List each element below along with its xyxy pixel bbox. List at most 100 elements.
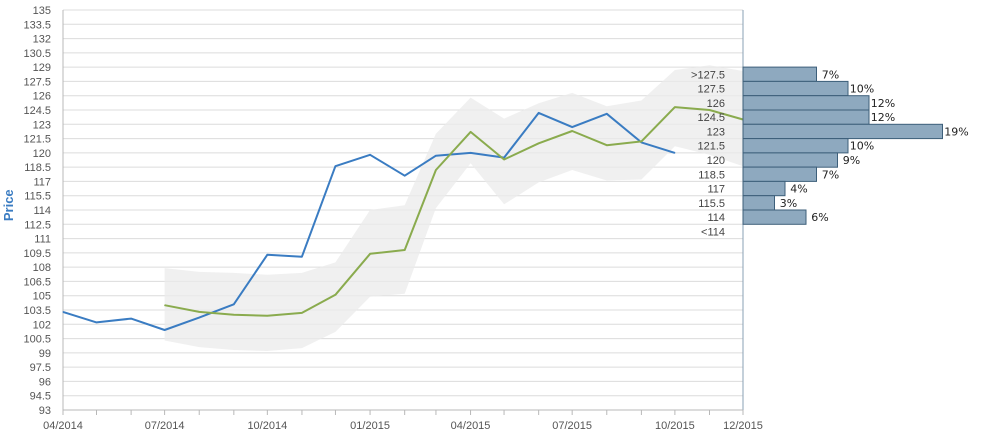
price-point: [233, 303, 235, 305]
price-point: [164, 329, 166, 331]
average-point: [369, 253, 371, 255]
average-point: [435, 169, 437, 171]
histogram-bar: [742, 180, 786, 197]
histogram-bar: [742, 109, 870, 125]
x-tick-label: 04/2015: [451, 420, 491, 432]
y-tick-label: 99: [39, 348, 51, 360]
y-tick-label: 103.5: [23, 305, 51, 317]
histogram-bin-label: 126: [707, 98, 725, 110]
average-point: [164, 304, 166, 306]
average-point: [334, 294, 336, 296]
price-point: [470, 152, 472, 154]
y-tick-label: 135: [33, 5, 51, 17]
average-point: [233, 314, 235, 316]
average-point: [503, 159, 505, 160]
forecast-band: [164, 65, 770, 351]
histogram-bar: [742, 80, 849, 97]
average-point: [640, 140, 642, 142]
histogram-pct-label: 12%: [871, 97, 895, 110]
histogram-bar: [742, 195, 775, 211]
x-tick-label: 10/2014: [247, 420, 287, 432]
x-tick-label: 10/2015: [655, 420, 695, 432]
price-point: [198, 317, 200, 319]
histogram-bin-label: 124.5: [697, 112, 725, 124]
y-tick-label: 105: [33, 291, 51, 303]
average-point: [301, 312, 303, 314]
histogram-bin-label: 123: [707, 126, 725, 138]
y-tick-label: 132: [33, 34, 51, 46]
y-tick-label: 120: [33, 148, 51, 160]
average-point: [470, 131, 472, 133]
histogram-pct-label: 19%: [944, 125, 968, 138]
x-tick-label: 04/2014: [43, 420, 83, 432]
price-point: [606, 113, 608, 115]
y-tick-label: 127.5: [23, 76, 51, 88]
price-point: [369, 154, 371, 156]
histogram-pct-label: 7%: [822, 168, 839, 181]
y-tick-label: 126: [33, 91, 51, 103]
histogram-bin-label: 127.5: [697, 84, 725, 96]
y-tick-label: 96: [39, 376, 51, 388]
y-tick-label: 97.5: [30, 362, 51, 374]
y-tick-label: 115.5: [24, 191, 51, 203]
histogram-pct-label: 9%: [843, 154, 860, 167]
y-tick-labels: 93 94.5 96 97.5 99 100.5 102 103.5 105 106.5 108 10…: [23, 5, 51, 417]
price-point: [301, 256, 303, 258]
x-tick-labels: 04/2014 07/2014 10/2014 01/2015 04/2015 07/20…: [43, 420, 763, 432]
price-point: [130, 318, 132, 320]
y-tick-label: 111: [34, 234, 51, 246]
y-tick-label: 133.5: [23, 19, 51, 31]
y-tick-label: 129: [33, 62, 51, 74]
price-point: [404, 175, 406, 177]
price-point: [266, 254, 268, 256]
histogram-bar: [742, 152, 838, 168]
price-point: [538, 112, 540, 114]
average-point: [674, 106, 676, 108]
confidence-band: [164, 65, 770, 351]
average-point: [709, 109, 710, 111]
y-tick-label: 100.5: [23, 334, 51, 346]
histogram-bin-label: 117: [707, 184, 725, 196]
price-point: [334, 165, 336, 167]
price-point: [674, 152, 676, 154]
histogram-pct-label: 10%: [850, 140, 874, 153]
average-point: [571, 130, 573, 132]
histogram-bin-label: <114: [701, 226, 725, 238]
y-tick-label: 93: [39, 405, 51, 417]
y-tick-label: 108: [33, 262, 51, 274]
histogram-bar: [742, 138, 849, 154]
histogram-bin-label: 120: [707, 155, 725, 167]
histogram-pct-label: 7%: [822, 68, 839, 81]
histogram-pct-label: 12%: [871, 111, 895, 124]
average-point: [266, 315, 268, 317]
histogram-bar: [742, 95, 870, 111]
price-point: [96, 321, 97, 323]
y-tick-label: 123: [33, 119, 51, 131]
histogram-bar: [742, 123, 943, 140]
histogram-bar: [742, 66, 817, 82]
y-tick-label: 130.5: [23, 48, 51, 60]
average-point: [404, 249, 406, 251]
y-tick-label: 114: [33, 205, 51, 217]
price-point: [62, 311, 64, 313]
average-point: [198, 311, 200, 313]
histogram-bin-label: >127.5: [691, 69, 725, 81]
y-tick-label: 109.5: [23, 248, 51, 260]
y-tick-label: 112.5: [24, 219, 51, 231]
y-tick-label: 94.5: [30, 391, 51, 403]
price-point: [435, 155, 437, 157]
histogram-bar: [742, 209, 807, 225]
histogram-bin-label: 114: [707, 212, 725, 224]
price-point: [503, 157, 505, 159]
series-lines: [62, 106, 771, 331]
histogram-pct-label: 10%: [850, 83, 874, 96]
y-tick-label: 124.5: [23, 105, 51, 117]
x-tick-label: 01/2015: [350, 420, 390, 432]
histogram: >127.5 7% 127.5 10% 126 12% 124.5 12% 123 19% 121.…: [691, 66, 969, 238]
histogram-bin-label: 118.5: [698, 169, 725, 181]
y-tick-label: 117: [33, 176, 51, 188]
histogram-pct-label: 6%: [811, 211, 828, 224]
y-tick-label: 106.5: [23, 276, 51, 288]
y-tick-label: 121.5: [23, 134, 51, 146]
